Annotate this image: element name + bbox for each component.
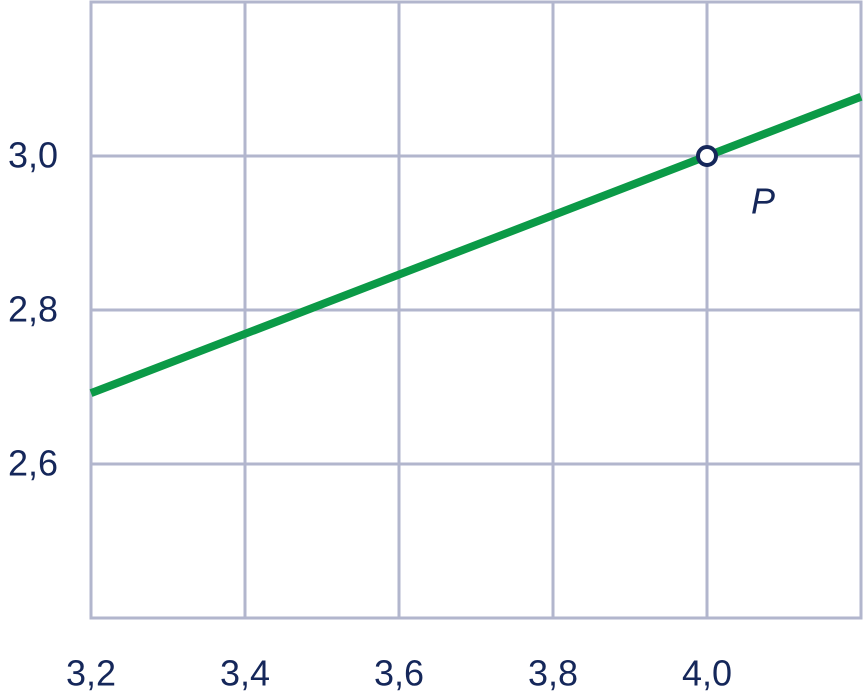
point-label: P <box>751 181 775 222</box>
y-tick-label: 2,6 <box>8 443 58 484</box>
x-tick-label: 3,2 <box>66 653 116 694</box>
y-tick-label: 3,0 <box>8 135 58 176</box>
x-tick-label: 3,8 <box>528 653 578 694</box>
x-tick-label: 3,4 <box>220 653 270 694</box>
y-tick-label: 2,8 <box>8 289 58 330</box>
line-series <box>89 92 863 397</box>
x-tick-label: 4,0 <box>682 653 732 694</box>
point-marker <box>696 145 718 167</box>
x-tick-label: 3,6 <box>374 653 424 694</box>
